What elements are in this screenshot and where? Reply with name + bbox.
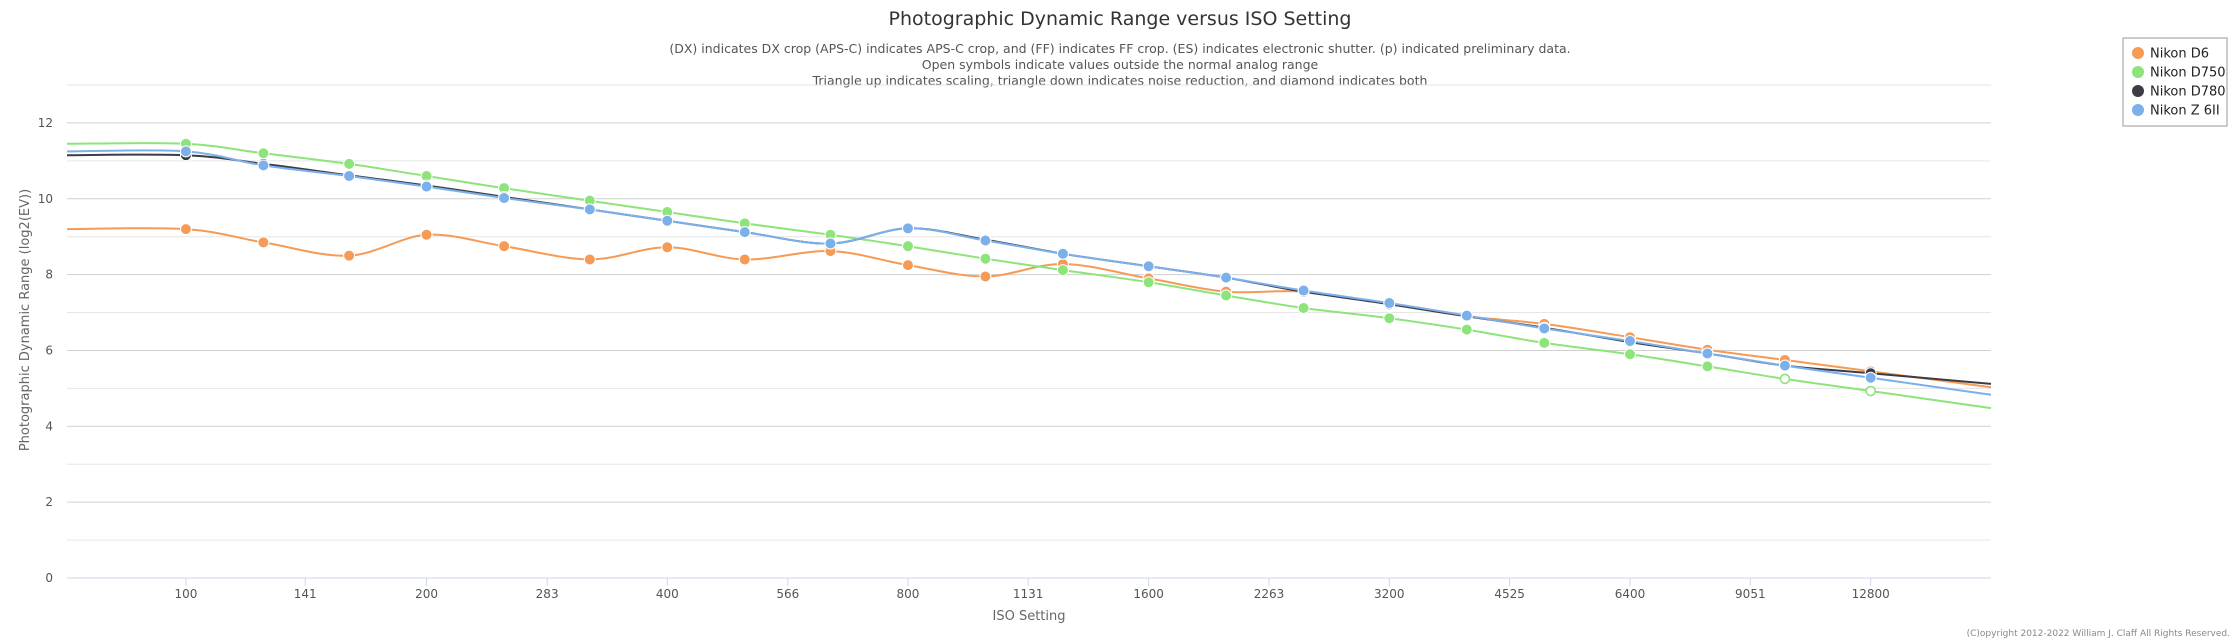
data-point-nikon-z-6ii[interactable] — [1864, 371, 1877, 384]
data-point-nikon-z-6ii[interactable] — [1778, 359, 1791, 372]
x-tick-label: 283 — [536, 587, 559, 601]
data-point-nikon-z-6ii[interactable] — [661, 214, 674, 227]
data-point-nikon-d6[interactable] — [179, 223, 192, 236]
data-point-nikon-d750[interactable] — [1383, 312, 1396, 325]
data-point-nikon-z-6ii[interactable] — [1701, 347, 1714, 360]
x-tick-label: 6400 — [1615, 587, 1646, 601]
x-axis-title: ISO Setting — [993, 609, 1066, 624]
y-tick-label: 2 — [45, 495, 53, 509]
data-point-nikon-d750[interactable] — [1056, 264, 1069, 277]
x-tick-label: 12800 — [1852, 587, 1890, 601]
x-tick-label: 2263 — [1254, 587, 1285, 601]
series-line-nikon-d750 — [66, 142, 1992, 410]
data-point-nikon-z-6ii[interactable] — [738, 226, 751, 239]
y-axis-title: Photographic Dynamic Range (log2(EV)) — [18, 189, 33, 451]
x-tick-label: 1131 — [1013, 587, 1044, 601]
data-point-nikon-z-6ii[interactable] — [1623, 334, 1636, 347]
legend-label: Nikon D750 — [2150, 66, 2226, 81]
x-tick-label: 100 — [174, 587, 197, 601]
copyright-notice: (C)opyright 2012-2022 William J. Claff A… — [1967, 629, 2230, 639]
x-tick-label: 800 — [896, 587, 919, 601]
data-point-nikon-d6[interactable] — [979, 270, 992, 283]
series-line-nikon-z-6ii — [66, 149, 1992, 396]
data-point-nikon-d750[interactable] — [1297, 301, 1310, 314]
legend-label: Nikon Z 6II — [2150, 104, 2220, 119]
legend-marker — [2132, 66, 2144, 78]
data-point-nikon-z-6ii[interactable] — [583, 203, 596, 216]
data-point-nikon-d750[interactable] — [1779, 373, 1791, 385]
y-tick-label: 4 — [45, 419, 53, 433]
y-tick-label: 10 — [38, 192, 53, 206]
x-tick-label: 1600 — [1133, 587, 1164, 601]
x-tick-label: 400 — [656, 587, 679, 601]
x-tick-label: 9051 — [1735, 587, 1766, 601]
y-tick-label: 6 — [45, 343, 53, 357]
data-point-nikon-d750[interactable] — [1142, 276, 1155, 289]
y-tick-label: 0 — [45, 571, 53, 585]
x-tick-label: 200 — [415, 587, 438, 601]
data-point-nikon-z-6ii[interactable] — [420, 180, 433, 193]
data-point-nikon-z-6ii[interactable] — [498, 192, 511, 205]
data-point-nikon-z-6ii[interactable] — [1383, 297, 1396, 310]
data-point-nikon-z-6ii[interactable] — [1142, 260, 1155, 273]
data-point-nikon-d6[interactable] — [738, 253, 751, 266]
x-tick-label: 141 — [294, 587, 317, 601]
data-point-nikon-z-6ii[interactable] — [824, 237, 837, 250]
data-point-nikon-d750[interactable] — [1623, 348, 1636, 361]
legend[interactable]: Nikon D6 Nikon D750 Nikon D780 Nikon Z 6II — [2122, 37, 2228, 127]
series-layer — [66, 137, 1992, 410]
legend-item-nikon-d750[interactable]: Nikon D750 — [2132, 66, 2226, 81]
legend-marker — [2132, 47, 2144, 59]
data-point-nikon-d6[interactable] — [583, 253, 596, 266]
data-point-nikon-z-6ii[interactable] — [1220, 271, 1233, 284]
data-point-nikon-d750[interactable] — [901, 240, 914, 253]
grid-lines — [67, 84, 1991, 541]
series-line-nikon-d6 — [66, 227, 1992, 389]
data-point-nikon-z-6ii[interactable] — [1460, 309, 1473, 322]
x-axis-ticks: 100 141 200 283 400 566 800 1131 1600 2263 3200 452… — [174, 578, 1890, 601]
legend-item-nikon-d780[interactable]: Nikon D780 — [2132, 85, 2226, 100]
data-point-nikon-d6[interactable] — [901, 259, 914, 272]
y-tick-label: 8 — [45, 268, 53, 282]
legend-marker — [2132, 104, 2144, 116]
data-point-nikon-d6[interactable] — [343, 249, 356, 262]
x-tick-label: 4525 — [1494, 587, 1525, 601]
legend-item-nikon-d6[interactable]: Nikon D6 — [2132, 47, 2209, 62]
data-point-nikon-z-6ii[interactable] — [179, 145, 192, 158]
data-point-nikon-z-6ii[interactable] — [343, 170, 356, 183]
data-point-nikon-d6[interactable] — [661, 241, 674, 254]
data-point-nikon-z-6ii[interactable] — [901, 222, 914, 235]
data-point-nikon-d750[interactable] — [979, 252, 992, 265]
data-point-nikon-z-6ii[interactable] — [1056, 247, 1069, 260]
data-point-nikon-d750[interactable] — [1865, 385, 1876, 397]
legend-marker — [2132, 85, 2144, 97]
data-point-nikon-d750[interactable] — [1460, 323, 1473, 336]
y-axis-ticks: 0 2 4 6 8 10 12 — [38, 116, 53, 585]
data-point-nikon-d750[interactable] — [1220, 289, 1233, 302]
series-nikon-d750 — [66, 137, 1992, 410]
data-point-nikon-z-6ii[interactable] — [1297, 284, 1310, 297]
chart-title: Photographic Dynamic Range versus ISO Se… — [889, 8, 1352, 30]
chart-subtitle-line-1: (DX) indicates DX crop (APS-C) indicates… — [669, 41, 1570, 56]
data-point-nikon-d6[interactable] — [420, 228, 433, 241]
data-point-nikon-d6[interactable] — [498, 240, 511, 253]
data-point-nikon-d750[interactable] — [1701, 360, 1714, 373]
data-point-nikon-d6[interactable] — [257, 236, 270, 249]
x-tick-label: 3200 — [1374, 587, 1405, 601]
legend-label: Nikon D6 — [2150, 47, 2209, 62]
data-point-nikon-d750[interactable] — [257, 147, 270, 160]
y-tick-label: 12 — [38, 116, 53, 130]
data-point-nikon-z-6ii[interactable] — [979, 234, 992, 247]
series-nikon-z-6ii — [66, 145, 1992, 396]
data-point-nikon-z-6ii[interactable] — [257, 159, 270, 172]
chart-subtitle-line-2: Open symbols indicate values outside the… — [922, 57, 1319, 72]
data-point-nikon-z-6ii[interactable] — [1538, 322, 1551, 335]
legend-item-nikon-z-6ii[interactable]: Nikon Z 6II — [2132, 104, 2220, 119]
legend-label: Nikon D780 — [2150, 85, 2226, 100]
chart-subtitle-line-3: Triangle up indicates scaling, triangle … — [812, 73, 1428, 88]
x-tick-label: 566 — [776, 587, 799, 601]
data-point-nikon-d750[interactable] — [1538, 336, 1551, 349]
data-point-nikon-d750[interactable] — [343, 157, 356, 170]
